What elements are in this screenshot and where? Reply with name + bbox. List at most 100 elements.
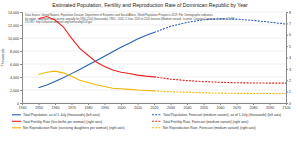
tick: 1990 (101, 103, 109, 110)
annotation: by region, subregion and country, annual… (25, 17, 235, 21)
tick: 4 (286, 56, 291, 60)
tick: 6,000 (10, 63, 22, 67)
tick: 1960 (52, 103, 60, 110)
x-axis: 1940 1950 1960 1970 1980 1990 2000 2010 2020 2030… (19, 103, 291, 110)
plot: Data Source: United Nations, Population … (8, 11, 291, 110)
legend-item: Total Fertility Rate (live births per wo… (12, 120, 102, 124)
tick-mark (286, 80, 288, 81)
tick: 3 (286, 68, 291, 72)
tick: 2020 (151, 103, 159, 110)
axis-title: Thousands (1, 48, 5, 66)
tick: 7 (286, 22, 291, 26)
tick: 4,000 (10, 76, 22, 80)
tick: 8,000 (10, 50, 22, 54)
legend-item: Net Reproduction Rate (surviving daughte… (12, 126, 125, 130)
tick: 1980 (85, 103, 93, 110)
tick: 0 (286, 102, 291, 106)
legend-swatch (12, 121, 21, 122)
tick-label: 14,000 (8, 11, 19, 15)
tick-label: 5 (289, 45, 291, 49)
tick-label: 8 (289, 11, 291, 15)
tick-label: 2100 (283, 106, 291, 110)
tick-label: 1970 (68, 106, 76, 110)
series-line (39, 17, 155, 77)
grid-line (22, 12, 286, 13)
tick-label: 2010 (134, 106, 142, 110)
tick: 6 (286, 33, 291, 37)
axis-line (20, 13, 23, 104)
y2-axis: 0 1 2 3 4 5 6 7 8 (286, 11, 291, 106)
tick-mark (20, 38, 22, 39)
axis-line (287, 13, 289, 104)
series-line (39, 32, 155, 87)
tick: 12,000 (8, 24, 22, 28)
tick-label: 2080 (250, 106, 258, 110)
tick-label: 8,000 (10, 50, 19, 54)
tick-label: 1990 (101, 106, 109, 110)
tick-mark (286, 46, 288, 47)
tick: 1 (286, 90, 291, 94)
tick: 2060 (217, 103, 225, 110)
legend-swatch (152, 121, 161, 122)
legend-label: Total Population, Forecast (medium varia… (163, 113, 281, 117)
tick-mark (20, 103, 22, 104)
tick-label: 4 (289, 56, 291, 60)
tick: 2080 (250, 103, 258, 110)
tick-label: 2070 (233, 106, 241, 110)
tick-mark (286, 58, 288, 59)
tick: 2,000 (10, 89, 22, 93)
legend-label: Total Fertility Rate (live births per wo… (23, 120, 102, 124)
grid-line (22, 38, 286, 39)
tick-label: 10,000 (8, 37, 19, 41)
tick-label: 1 (289, 90, 291, 94)
tick-label: 2020 (151, 106, 159, 110)
tick-mark (20, 12, 22, 13)
tick-mark (20, 64, 22, 65)
tick-label: 0 (17, 102, 19, 106)
grid-line (22, 64, 286, 65)
legend-label: Total Population, as of 1 July (thousand… (23, 113, 100, 117)
tick-label: 7 (289, 22, 291, 26)
tick-label: 6,000 (10, 63, 19, 67)
tick-label: 2090 (266, 106, 274, 110)
tick: 2010 (134, 103, 142, 110)
tick-mark (286, 69, 288, 70)
tick-label: 12,000 (8, 24, 19, 28)
series-line (39, 71, 155, 91)
tick: 5 (286, 45, 291, 49)
tick: 14,000 (8, 11, 22, 15)
tick: 2000 (118, 103, 126, 110)
tick-label: 6 (289, 33, 291, 37)
tick: 2050 (200, 103, 208, 110)
tick-label: 1940 (19, 106, 27, 110)
tick-label: 3 (289, 68, 291, 72)
tick-label: 2060 (217, 106, 225, 110)
tick-label: 2050 (200, 106, 208, 110)
tick-mark (20, 51, 22, 52)
tick-mark (286, 12, 288, 13)
series-line (154, 19, 286, 33)
series-line (154, 77, 286, 83)
legend-swatch (152, 114, 161, 115)
tick: 2090 (266, 103, 274, 110)
legend-label: Total Fertility Rate, Forecast (medium v… (163, 120, 248, 124)
tick-mark (20, 25, 22, 26)
legend-item: Total Population, Forecast (medium varia… (152, 113, 281, 117)
title: Estimated Population, Fertility and Repr… (52, 2, 248, 8)
tick-mark (20, 77, 22, 78)
legend-swatch (152, 127, 161, 128)
grid-line (22, 51, 286, 52)
legend-swatch (12, 127, 21, 128)
tick: 10,000 (8, 37, 22, 41)
tick: 2030 (167, 103, 175, 110)
tick: 0 (17, 102, 22, 106)
legend-label: Net Reproduction Rate, Forecast (medium … (163, 126, 256, 130)
tick-mark (20, 90, 22, 91)
tick: 2070 (233, 103, 241, 110)
tick-mark (286, 92, 288, 93)
tick-mark (286, 23, 288, 24)
tick: 2 (286, 79, 291, 83)
tick-label: 0 (289, 102, 291, 106)
tick: 1950 (35, 103, 43, 110)
tick: 8 (286, 11, 291, 15)
